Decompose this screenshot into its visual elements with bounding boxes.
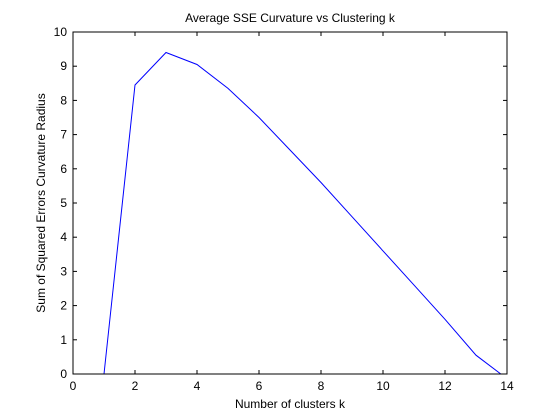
y-tick-label: 8 (60, 93, 67, 107)
y-tick-label: 7 (60, 128, 67, 142)
ticks-layer (72, 31, 508, 375)
chart-title: Average SSE Curvature vs Clustering k (185, 11, 396, 25)
x-tick-label: 12 (438, 379, 452, 393)
x-tick-label: 14 (500, 379, 514, 393)
x-tick-label: 4 (194, 379, 201, 393)
y-tick-label: 2 (60, 299, 67, 313)
series-layer (103, 51, 502, 375)
x-tick-label: 6 (256, 379, 263, 393)
y-tick-label: 3 (60, 264, 67, 278)
y-tick-label: 0 (60, 367, 67, 381)
plot-frame (72, 31, 508, 375)
y-tick-label: 9 (60, 59, 67, 73)
y-tick-label: 4 (60, 230, 67, 244)
y-tick-label: 6 (60, 162, 67, 176)
y-tick-label: 10 (54, 25, 68, 39)
y-axis-title: Sum of Squared Errors Curvature Radius (34, 93, 48, 312)
plot-area (73, 32, 507, 374)
y-tick-label: 5 (60, 196, 67, 210)
y-tick-label: 1 (60, 333, 67, 347)
x-tick-label: 0 (70, 379, 77, 393)
x-tick-label: 8 (318, 379, 325, 393)
series-line (103, 51, 502, 375)
x-axis-title: Number of clusters k (235, 397, 346, 411)
x-tick-label: 2 (132, 379, 139, 393)
x-tick-label: 10 (376, 379, 390, 393)
